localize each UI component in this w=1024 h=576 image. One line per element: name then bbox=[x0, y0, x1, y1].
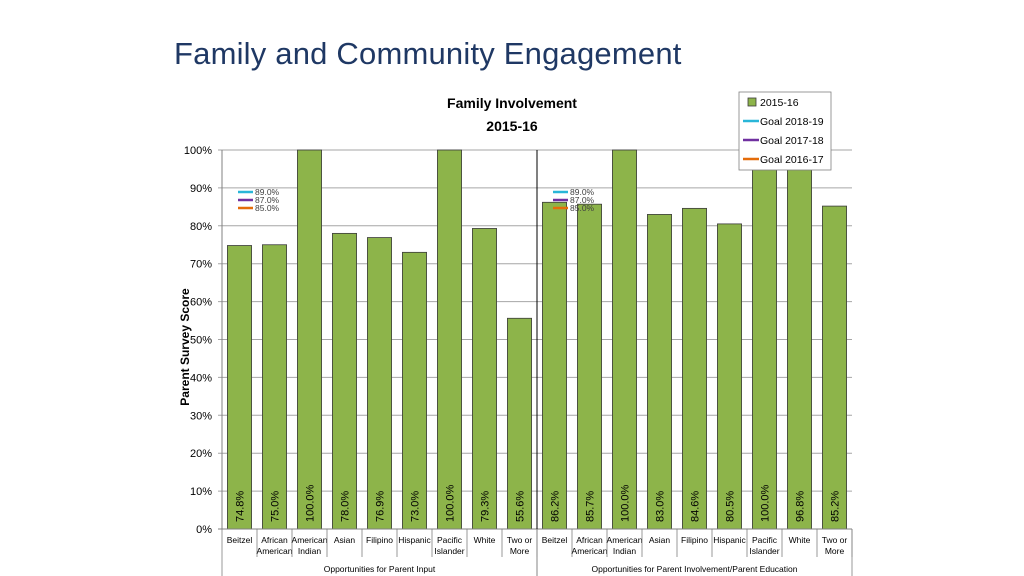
bar bbox=[612, 149, 637, 530]
bar bbox=[542, 201, 567, 530]
goal-value-label: 85.0% bbox=[570, 203, 595, 213]
x-category-label: Filipino bbox=[366, 535, 393, 545]
x-category-label: Filipino bbox=[681, 535, 708, 545]
data-label: 85.7% bbox=[585, 491, 597, 522]
chart-title: Family Involvement bbox=[447, 95, 577, 111]
axes: 0% 10% 20% 30% 40% 50% 60% 70% 80% 90% 100% Beitzel… bbox=[184, 145, 853, 576]
y-tick-label: 90% bbox=[190, 183, 212, 195]
x-category-label: African bbox=[261, 535, 288, 545]
bar bbox=[472, 228, 497, 530]
bar bbox=[507, 317, 532, 530]
data-label: 74.8% bbox=[235, 491, 247, 522]
y-tick-label: 20% bbox=[190, 448, 212, 460]
legend-swatch bbox=[747, 97, 757, 107]
x-category-label: White bbox=[789, 535, 811, 545]
goal-value-label: 87.0% bbox=[570, 195, 595, 205]
x-category-label: Indian bbox=[613, 546, 636, 556]
y-tick-label: 40% bbox=[190, 372, 212, 384]
bar bbox=[437, 149, 462, 530]
x-category-label: Indian bbox=[298, 546, 321, 556]
legend: 2015-16 Goal 2018-19 Goal 2017-18 Goal 2016… bbox=[738, 91, 832, 171]
bars bbox=[227, 149, 847, 530]
data-labels: 74.8% 75.0% 100.0% 78.0% 76.9% 73.0% 100.0% 79.… bbox=[235, 484, 842, 522]
group-label: Opportunities for Parent Involvement/Par… bbox=[591, 564, 797, 574]
x-category-label: Beitzel bbox=[542, 535, 568, 545]
y-axis-label: Parent Survey Score bbox=[178, 288, 192, 406]
slide-title: Family and Community Engagement bbox=[174, 36, 682, 71]
x-category-label: Pacific bbox=[752, 535, 778, 545]
y-tick-label: 100% bbox=[184, 145, 212, 157]
data-label: 86.2% bbox=[550, 491, 562, 522]
y-tick-label: 30% bbox=[190, 410, 212, 422]
bar bbox=[577, 203, 602, 530]
data-label: 75.0% bbox=[270, 491, 282, 522]
y-tick-label: 60% bbox=[190, 297, 212, 309]
bar bbox=[367, 237, 392, 530]
data-label: 78.0% bbox=[340, 491, 352, 522]
x-category-label: Two or bbox=[507, 535, 533, 545]
bar bbox=[262, 244, 287, 530]
legend-entry: 2015-16 bbox=[760, 97, 799, 109]
x-category-label: Islander bbox=[749, 546, 779, 556]
data-label: 96.8% bbox=[795, 491, 807, 522]
legend-entry: Goal 2018-19 bbox=[760, 116, 824, 128]
bar bbox=[647, 214, 672, 530]
data-label: 84.6% bbox=[690, 491, 702, 522]
goal-value-label: 87.0% bbox=[255, 195, 280, 205]
x-category-label: Beitzel bbox=[227, 535, 253, 545]
x-category-label: Asian bbox=[334, 535, 356, 545]
x-category-label: Hispanic bbox=[713, 535, 746, 545]
bar bbox=[402, 251, 427, 530]
data-label: 85.2% bbox=[830, 491, 842, 522]
bar bbox=[332, 232, 357, 530]
data-label: 100.0% bbox=[760, 484, 772, 522]
data-label: 73.0% bbox=[410, 491, 422, 522]
data-label: 55.6% bbox=[515, 491, 527, 522]
x-category-label: More bbox=[510, 546, 530, 556]
y-tick-label: 10% bbox=[190, 486, 212, 498]
bar bbox=[682, 207, 707, 530]
legend-entry: Goal 2016-17 bbox=[760, 154, 824, 166]
goal-value-label: 89.0% bbox=[255, 187, 280, 197]
goal-markers: 89.0%87.0%85.0%89.0%87.0%85.0% bbox=[238, 187, 595, 213]
data-label: 80.5% bbox=[725, 491, 737, 522]
x-category-label: American bbox=[572, 546, 608, 556]
x-category-label: American bbox=[257, 546, 293, 556]
goal-value-label: 89.0% bbox=[570, 187, 595, 197]
x-category-label: Hispanic bbox=[398, 535, 431, 545]
x-category-label: Islander bbox=[434, 546, 464, 556]
data-label: 83.0% bbox=[655, 491, 667, 522]
x-category-label: American bbox=[607, 535, 643, 545]
bar bbox=[717, 223, 742, 530]
bar bbox=[787, 161, 812, 530]
x-category-label: Pacific bbox=[437, 535, 463, 545]
data-label: 79.3% bbox=[480, 491, 492, 522]
group-label: Opportunities for Parent Input bbox=[324, 564, 436, 574]
x-category-label: Asian bbox=[649, 535, 671, 545]
y-tick-label: 0% bbox=[196, 524, 212, 536]
x-category-label: Two or bbox=[822, 535, 848, 545]
data-label: 76.9% bbox=[375, 491, 387, 522]
data-label: 100.0% bbox=[620, 484, 632, 522]
bar bbox=[752, 149, 777, 530]
legend-entry: Goal 2017-18 bbox=[760, 135, 824, 147]
x-category-label: African bbox=[576, 535, 603, 545]
bar bbox=[822, 205, 847, 530]
bar bbox=[227, 245, 252, 530]
goal-value-label: 85.0% bbox=[255, 203, 280, 213]
x-category-label: White bbox=[474, 535, 496, 545]
x-category-label: American bbox=[292, 535, 328, 545]
data-label: 100.0% bbox=[305, 484, 317, 522]
y-tick-label: 80% bbox=[190, 221, 212, 233]
y-tick-label: 50% bbox=[190, 335, 212, 347]
x-category-label: More bbox=[825, 546, 845, 556]
chart-subtitle: 2015-16 bbox=[486, 118, 538, 134]
y-tick-label: 70% bbox=[190, 259, 212, 271]
bar bbox=[297, 149, 322, 530]
data-label: 100.0% bbox=[445, 484, 457, 522]
